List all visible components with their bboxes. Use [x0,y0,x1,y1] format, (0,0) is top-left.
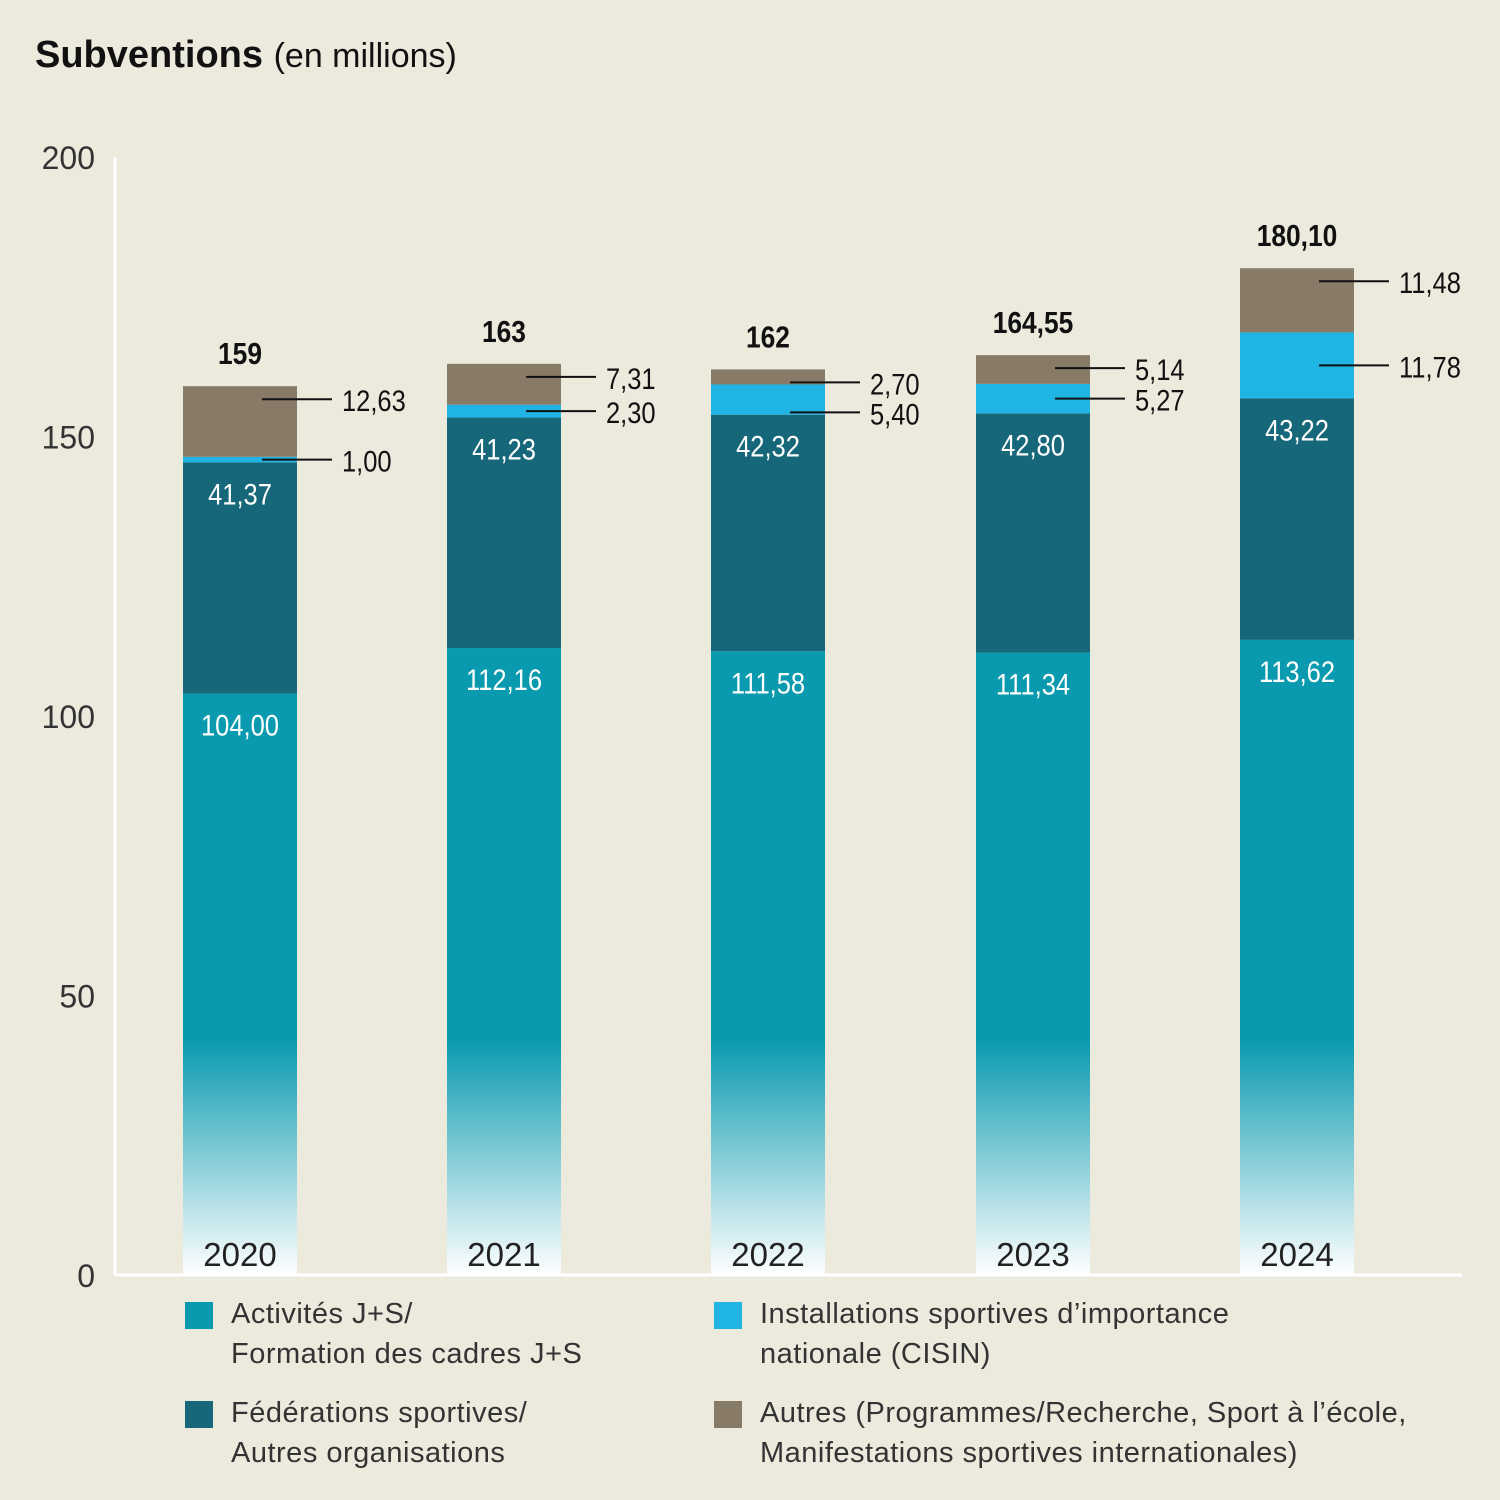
legend-item: Installations sportives d’importance nat… [714,1298,1229,1374]
y-tick-label: 0 [77,1258,95,1294]
legend-item: Fédérations sportives/ Autres organisati… [185,1397,527,1473]
callout-label: 1,00 [342,445,392,478]
y-tick-label: 150 [42,420,95,456]
bar-fade [183,1040,297,1275]
callout-label: 2,70 [870,367,920,400]
y-tick-label: 50 [59,979,95,1015]
callout-label: 2,30 [606,396,656,429]
x-tick-label: 2022 [731,1236,804,1273]
bar-fade [447,1040,561,1275]
bar-segment [976,355,1090,384]
bar-segment [447,417,561,649]
legend-swatch [714,1302,742,1329]
bar-segment [183,386,297,457]
x-tick-label: 2024 [1260,1236,1333,1273]
total-label: 164,55 [993,306,1074,340]
total-label: 162 [746,320,790,354]
legend-label: Fédérations sportives/ Autres organisati… [231,1397,528,1469]
legend-swatch [714,1401,742,1428]
callout-label: 5,14 [1135,353,1185,386]
legend-swatch [185,1401,213,1428]
segment-label: 42,80 [1001,428,1065,461]
legend-item: Activités J+S/ Formation des cadres J+S [185,1298,582,1374]
segment-label: 41,23 [472,433,536,466]
segment-label: 41,37 [208,477,272,510]
bar-segment [183,462,297,694]
callout-label: 12,63 [342,384,406,417]
x-tick-label: 2020 [203,1236,276,1273]
bar-segment [183,456,297,463]
callout-label: 7,31 [606,362,656,395]
legend-label: Activités J+S/ Formation des cadres J+S [231,1298,583,1370]
y-tick-label: 100 [42,699,95,735]
bar-segment [976,413,1090,653]
legend-label: Autres (Programmes/Recherche, Sport à l’… [760,1397,1407,1469]
bar-fade [1240,1040,1354,1275]
x-tick-label: 2023 [996,1236,1069,1273]
legend-item: Autres (Programmes/Recherche, Sport à l’… [714,1397,1407,1473]
bar-fade [711,1040,825,1275]
segment-label: 42,32 [736,430,800,463]
segment-label: 113,62 [1259,655,1335,688]
bar-segment [447,404,561,418]
bar-segment [711,414,825,652]
total-label: 159 [218,337,262,371]
bar-fade [976,1040,1090,1275]
legend-label: Installations sportives d’importance nat… [760,1298,1230,1370]
x-tick-label: 2021 [467,1236,540,1273]
segment-label: 111,34 [996,668,1070,701]
chart-title: Subventions (en millions) [35,34,457,76]
callout-label: 5,27 [1135,384,1185,417]
total-label: 163 [482,315,526,349]
bar-segment [1240,268,1354,333]
segment-label: 111,58 [731,666,805,699]
callout-label: 11,48 [1399,266,1461,299]
callout-label: 11,78 [1399,350,1461,383]
segment-label: 43,22 [1265,413,1329,446]
bar-segment [711,369,825,385]
bar-segment [711,384,825,415]
segment-label: 112,16 [466,663,542,696]
callout-label: 5,40 [870,397,920,430]
legend-swatch [185,1302,213,1329]
y-tick-label: 200 [42,140,95,176]
bar-segment [447,363,561,405]
total-label: 180,10 [1257,219,1338,253]
bar-segment [1240,398,1354,640]
segment-label: 104,00 [201,709,279,742]
